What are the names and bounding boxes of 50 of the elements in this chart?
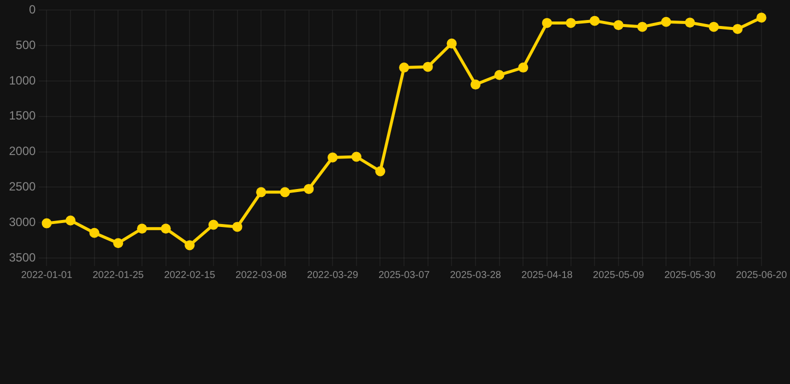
point (351, 152, 362, 162)
point (566, 18, 576, 28)
point (756, 12, 766, 23)
point (494, 70, 504, 80)
point (542, 18, 552, 28)
y-tick-label: 2000 (8, 144, 36, 158)
point (590, 16, 600, 26)
x-tick-label: 2022-03-08 (236, 270, 288, 281)
x-tick-label: 2022-02-15 (164, 270, 216, 281)
point (732, 24, 743, 34)
x-tick-label: 2025-04-18 (521, 270, 574, 281)
point (184, 240, 195, 250)
x-tick-label: 2025-05-30 (664, 270, 716, 281)
point (280, 187, 290, 198)
y-tick-label: 1500 (8, 108, 36, 123)
x-tick-label: 2022-01-01 (21, 270, 73, 281)
point (256, 187, 266, 198)
point (684, 18, 695, 28)
point (66, 215, 76, 226)
point (304, 184, 314, 194)
point (375, 166, 386, 176)
point (661, 16, 672, 27)
x-tick-label: 2025-06-20 (736, 270, 788, 281)
x-tick-label: 2025-03-07 (378, 270, 430, 281)
point (446, 38, 457, 48)
point (613, 20, 624, 30)
point (42, 218, 52, 228)
point (232, 222, 242, 232)
point (113, 238, 124, 248)
point (89, 228, 100, 238)
point (160, 224, 171, 234)
point (637, 22, 648, 32)
y-tick-label: 2500 (8, 180, 36, 194)
point (328, 152, 338, 162)
y-tick-label: 3000 (8, 214, 36, 229)
x-tick-label: 2022-01-25 (92, 270, 144, 281)
x-tick-label: 2022-03-29 (307, 270, 359, 281)
point (399, 62, 410, 73)
point (136, 224, 147, 234)
y-tick-label: 0 (29, 2, 36, 17)
y-tick-label: 3500 (8, 250, 36, 264)
y-tick-label: 500 (16, 38, 36, 52)
x-tick-label: 2025-03-28 (450, 270, 502, 281)
point (518, 62, 528, 73)
point (422, 62, 433, 72)
point (470, 80, 481, 90)
point (708, 22, 719, 32)
x-tick-label: 2025-05-09 (592, 270, 644, 281)
y-tick-label: 1000 (8, 73, 36, 88)
point (208, 220, 218, 230)
